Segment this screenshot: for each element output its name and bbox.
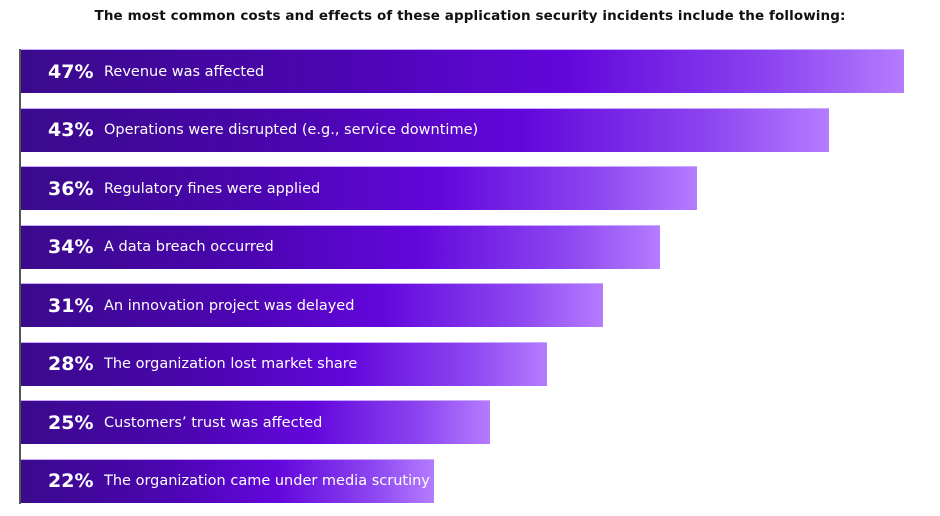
y-axis-line bbox=[19, 49, 21, 504]
data-label: 36% bbox=[48, 177, 94, 200]
category-label: The organization came under media scruti… bbox=[104, 473, 430, 489]
category-label: The organization lost market share bbox=[104, 356, 358, 372]
bar: 25% Customers’ trust was affected bbox=[21, 400, 491, 444]
category-label: Revenue was affected bbox=[104, 63, 265, 80]
data-label: 47% bbox=[48, 60, 94, 83]
bar: 22% The organization came under media scr… bbox=[21, 458, 434, 503]
bar: 28% The organization lost market share bbox=[21, 341, 547, 386]
data-label: 25% bbox=[48, 411, 94, 434]
category-label: Regulatory fines were applied bbox=[104, 180, 321, 197]
data-label: 31% bbox=[48, 294, 94, 317]
category-label: A data breach occurred bbox=[104, 239, 274, 255]
bar: 36% Regulatory fines were applied bbox=[21, 166, 698, 210]
chart-title: The most common costs and effects of the… bbox=[94, 8, 846, 24]
category-label: An innovation project was delayed bbox=[104, 297, 355, 314]
bar: 43% Operations were disrupted (e.g., serv… bbox=[21, 107, 829, 152]
bar: 34% A data breach occurred bbox=[21, 224, 660, 269]
bar: 47% Revenue was affected bbox=[21, 49, 905, 93]
data-label: 28% bbox=[48, 353, 94, 375]
data-label: 43% bbox=[48, 119, 94, 141]
category-label: Customers’ trust was affected bbox=[104, 414, 323, 431]
category-label: Operations were disrupted (e.g., service… bbox=[104, 122, 479, 138]
data-label: 22% bbox=[48, 470, 94, 492]
bar: 31% An innovation project was delayed bbox=[21, 283, 604, 327]
data-label: 34% bbox=[48, 236, 94, 258]
